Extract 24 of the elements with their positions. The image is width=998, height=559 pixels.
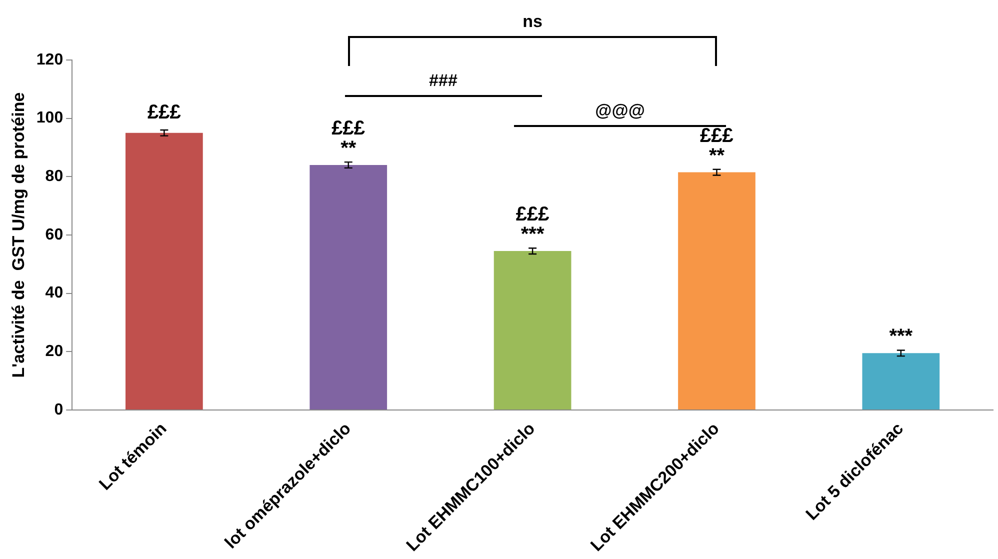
y-tick-label: 60 bbox=[45, 226, 64, 244]
annotation: £££ bbox=[148, 101, 181, 124]
annotation: £££ bbox=[516, 204, 550, 226]
y-tick-label: 100 bbox=[36, 110, 64, 127]
annotation: £££ bbox=[332, 118, 366, 140]
y-tick-label: 80 bbox=[45, 168, 64, 186]
y-axis-title: L'activité de GST U/mg de protéine bbox=[8, 92, 28, 378]
bar bbox=[126, 132, 203, 410]
bar bbox=[678, 172, 756, 410]
y-tick-label: 40 bbox=[45, 284, 64, 302]
y-tick-label: 20 bbox=[45, 343, 64, 360]
text: ns bbox=[522, 12, 542, 32]
annotation: *** bbox=[520, 224, 544, 246]
annotation: @@@ bbox=[595, 101, 645, 121]
y-tick-label: 120 bbox=[36, 51, 64, 68]
annotation: ### bbox=[429, 71, 458, 91]
bar bbox=[862, 353, 940, 410]
y-tick-label: 0 bbox=[54, 401, 64, 418]
annotation: £££ bbox=[700, 124, 734, 147]
bar bbox=[494, 251, 572, 410]
bar bbox=[310, 165, 388, 410]
annotation: *** bbox=[889, 326, 913, 348]
annotation: ** bbox=[708, 144, 725, 167]
annotation: ** bbox=[340, 138, 356, 160]
